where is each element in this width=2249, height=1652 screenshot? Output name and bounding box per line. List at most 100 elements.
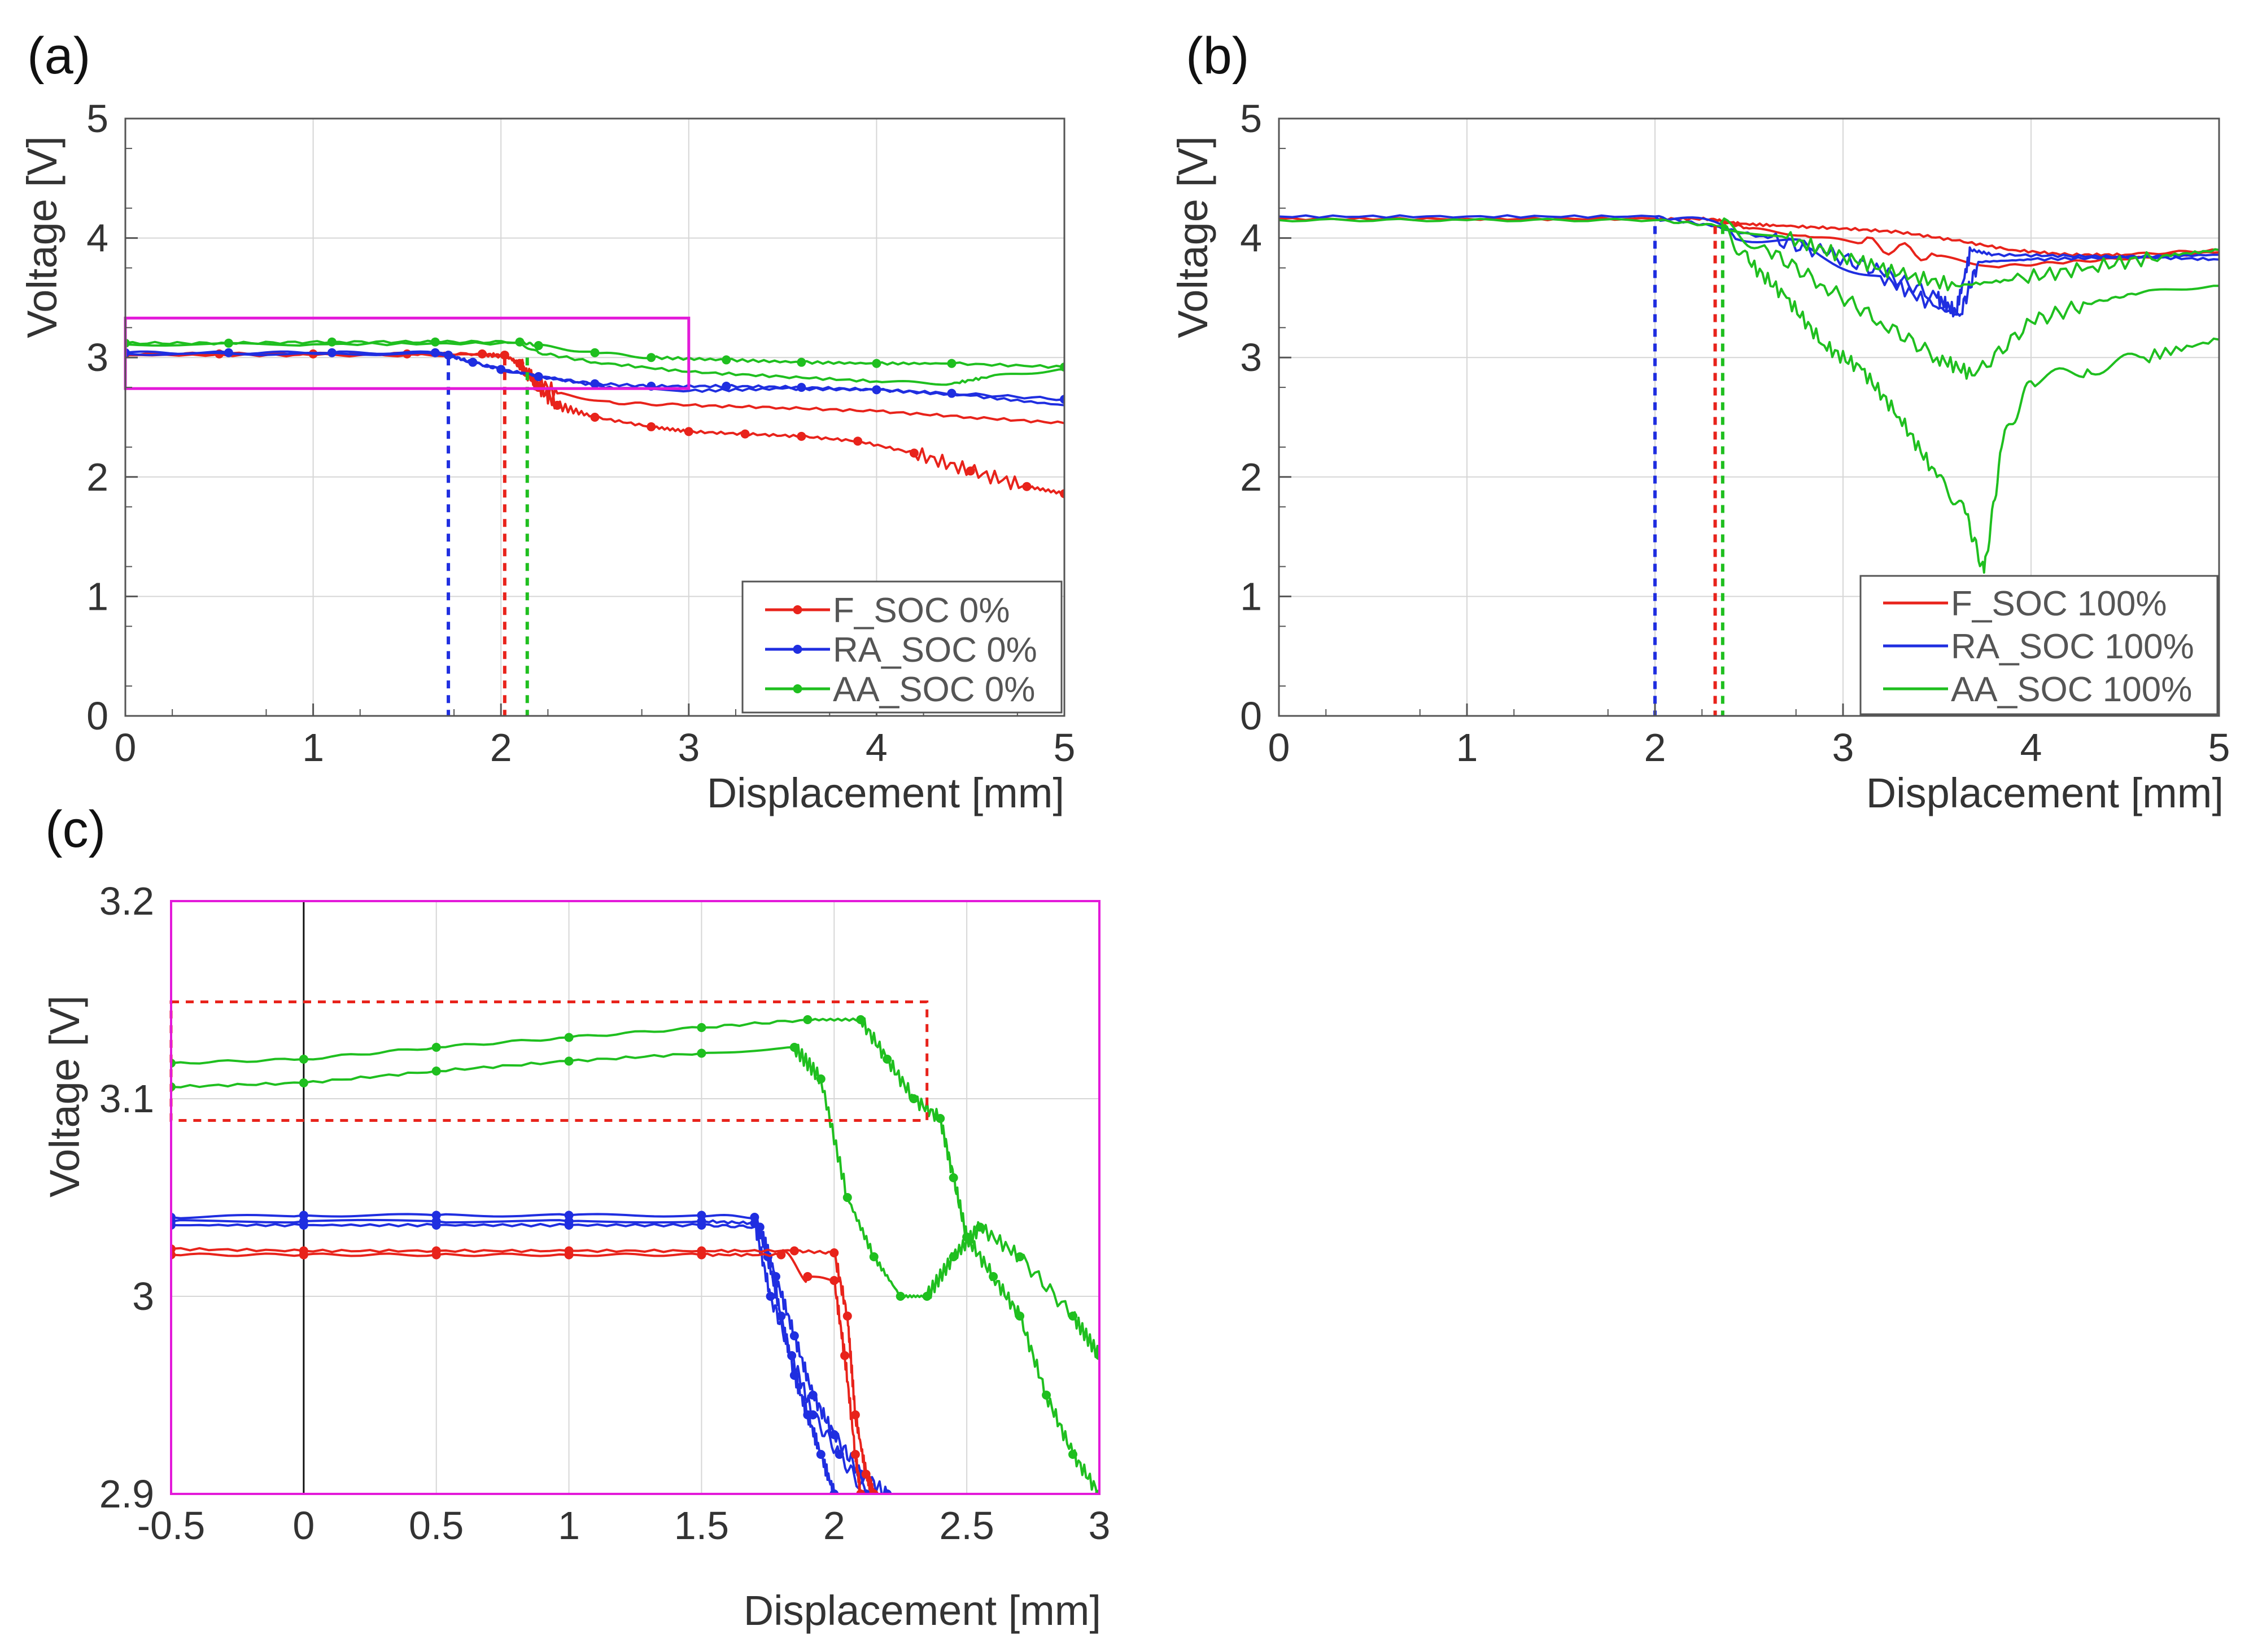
panel-c-series-2	[171, 1213, 836, 1494]
panel-b-plot-area	[1279, 214, 2219, 574]
panel-a-series-0-marker-12	[740, 429, 750, 439]
panel-c-series-0-marker-10	[949, 1173, 958, 1182]
panel-a-xtick-label-0: 0	[115, 726, 137, 770]
panel-b-ytick-label-5: 5	[1240, 97, 1262, 141]
panel-c-series-1-marker-6	[816, 1074, 826, 1083]
panel-a-series-0	[125, 351, 1064, 496]
panel-c-series-0-marker-2	[431, 1043, 441, 1052]
panel-c-series-6	[171, 1249, 862, 1494]
panel-c-series-1	[171, 1043, 1099, 1358]
panel-b-xtick-label-4: 4	[2020, 726, 2042, 770]
panel-b-label: (b)	[1186, 27, 1249, 85]
panel-a-series-4-marker-10	[872, 359, 881, 368]
panel-c-xlabel: Displacement [mm]	[744, 1587, 1101, 1634]
panel-c-series-0	[171, 1017, 1099, 1494]
panel-a-series-0-marker-15	[909, 448, 919, 458]
panel-a-legend-label-0: F_SOC 0%	[833, 591, 1010, 630]
panel-c-series-5-marker-7	[842, 1312, 852, 1321]
panel-a-ytick-label-3: 3	[86, 335, 108, 379]
panel-a-legend-marker-1	[793, 645, 802, 654]
panel-a-xtick-label-4: 4	[866, 726, 888, 770]
panel-b-ytick-label-4: 4	[1240, 216, 1262, 260]
panel-b-ytick-label-1: 1	[1240, 574, 1262, 618]
panel-c-label: (c)	[45, 801, 106, 858]
panel-c-series-4-marker-3	[564, 1217, 574, 1226]
panel-c-xtick-label-2: 0.5	[409, 1504, 464, 1548]
panel-b-series-2	[1279, 214, 2219, 318]
panel-c-series-6-marker-2	[431, 1250, 441, 1260]
panel-c-series-0-marker-14	[1042, 1391, 1051, 1400]
panel-a-xtick-label-1: 1	[302, 726, 324, 770]
panel-c-series-1-marker-14	[1068, 1312, 1078, 1321]
panel-a-series-0-marker-13	[797, 431, 806, 441]
panel-c-ylabel: Voltage [V]	[41, 995, 88, 1198]
panel-c-ytick-label-1: 3	[132, 1274, 154, 1318]
panel-c-series-6-marker-9	[850, 1450, 860, 1459]
panel-b-legend-label-2: AA_SOC 100%	[1951, 670, 2192, 709]
panel-c-series-5-marker-6	[829, 1248, 839, 1257]
panel-b: (b) Displacement [mm] Voltage [V] 0 1 2 3 4 5…	[1169, 27, 2230, 816]
panel-a-legend-label-2: AA_SOC 0%	[833, 670, 1035, 709]
panel-c-series-0-marker-15	[1068, 1450, 1078, 1459]
panel-b-ytick-label-0: 0	[1240, 694, 1262, 738]
panel-c-xtick-label-6: 2.5	[939, 1504, 994, 1548]
panel-c-series-5-marker-9	[861, 1470, 871, 1479]
panel-c-series-6-marker-4	[697, 1250, 706, 1260]
panel-c-series-4-marker-9	[835, 1450, 844, 1459]
panel-b-legend-label-1: RA_SOC 100%	[1951, 627, 2194, 666]
panel-c-frame	[170, 900, 1101, 1495]
panel-b-ytick-label-3: 3	[1240, 335, 1262, 379]
panel-c-series-6-marker-3	[564, 1250, 574, 1260]
panel-b-xtick-label-0: 0	[1268, 726, 1290, 770]
panel-a-ytick-label-2: 2	[86, 455, 108, 499]
panel-c-series-0-marker-8	[909, 1094, 919, 1103]
panel-b-series-5	[1719, 217, 2219, 380]
panel-a-series-2-marker-14	[1060, 395, 1064, 404]
panel-c-series-6-marker-6	[803, 1272, 813, 1281]
panel-c-series-4	[171, 1218, 867, 1494]
panel-b-series-0	[1279, 216, 2219, 257]
panel-c-series-4-marker-7	[787, 1351, 797, 1360]
panel-c-series-0-marker-7	[883, 1055, 892, 1064]
panel-a-legend-marker-2	[793, 684, 802, 693]
panel-a-xlabel: Displacement [mm]	[707, 770, 1064, 816]
panel-b-legend: F_SOC 100% RA_SOC 100% AA_SOC 100%	[1859, 575, 2219, 715]
panel-a-series-0-marker-8	[552, 400, 562, 410]
panel-c-series-1-marker-10	[922, 1292, 932, 1301]
panel-a-series-4-marker-5	[534, 341, 543, 351]
panel-a-series-0-marker-17	[1022, 482, 1032, 491]
panel-c-series-4-marker-5	[750, 1218, 759, 1228]
panel-a-legend-marker-0	[793, 605, 802, 614]
panel-a-frame	[124, 117, 1065, 717]
panel-c-series-6-marker-1	[299, 1250, 308, 1260]
panel-c-series-4-marker-2	[431, 1217, 441, 1226]
panel-c-series-1-marker-13	[1015, 1252, 1025, 1261]
panel-c-xtick-label-7: 3	[1089, 1504, 1111, 1548]
panel-c-series-0-marker-4	[697, 1023, 706, 1032]
panel-c-series-4-marker-1	[299, 1217, 308, 1226]
panel-b-ylabel: Voltage [V]	[1169, 136, 1216, 338]
panel-c-series-0-marker-3	[564, 1033, 574, 1042]
panel-b-series-3	[1654, 215, 2219, 317]
panel-b-xlabel: Displacement [mm]	[1866, 770, 2224, 816]
panel-a-series-0-marker-16	[966, 466, 975, 476]
panel-c-plot-area	[171, 1015, 1099, 1494]
panel-c-series-0-marker-13	[1015, 1312, 1025, 1321]
panel-c-xtick-label-5: 2	[823, 1504, 845, 1548]
panel-c-series-4-marker-8	[808, 1410, 818, 1419]
panel-c-ytick-label-0: 2.9	[99, 1472, 154, 1516]
panel-c-series-2-marker-10	[816, 1450, 826, 1459]
panel-a-ylabel: Voltage [V]	[19, 136, 65, 338]
panel-a-legend-label-1: RA_SOC 0%	[833, 631, 1037, 670]
panel-c-series-4-marker-6	[766, 1292, 775, 1301]
panel-a-series-4-marker-11	[947, 359, 957, 368]
panel-c-series-0-marker-1	[299, 1055, 308, 1064]
panel-a-series-0-marker-11	[684, 427, 693, 436]
panel-c-series-3-marker-7	[789, 1331, 799, 1340]
panel-c-series-0-marker-6	[856, 1015, 866, 1024]
panel-c-ytick-label-3: 3.2	[99, 879, 154, 923]
panel-a-series-4-marker-3	[430, 337, 440, 347]
panel-b-xtick-label-3: 3	[1832, 726, 1854, 770]
panel-a-series-4-marker-9	[797, 357, 806, 367]
